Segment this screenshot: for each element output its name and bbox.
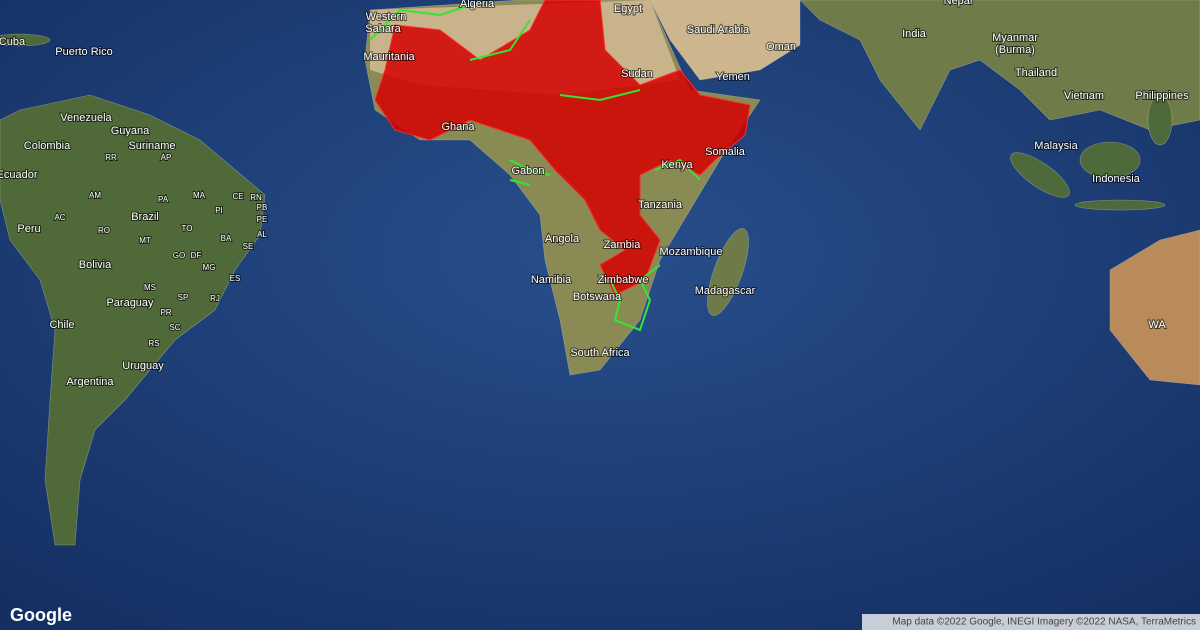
place-label: PE: [257, 215, 268, 224]
place-label: Malaysia: [1034, 140, 1078, 152]
place-label: Mozambique: [660, 246, 723, 258]
place-label: MA: [193, 191, 206, 200]
place-label: Indonesia: [1092, 173, 1141, 185]
place-label: Myanmar: [992, 32, 1038, 44]
google-logo: Google: [10, 605, 72, 625]
highlight-region: [374, 0, 751, 296]
route-lines: [369, 4, 701, 332]
place-label: BA: [221, 234, 232, 243]
place-label: Zambia: [604, 239, 642, 251]
place-label: PB: [257, 203, 268, 212]
place-label: Cuba: [0, 36, 26, 48]
place-label: Tanzania: [638, 199, 683, 211]
place-label: RS: [148, 339, 159, 348]
place-label: PA: [158, 195, 169, 204]
place-label: Ecuador: [0, 169, 38, 181]
place-label: WA: [1148, 319, 1166, 331]
place-label: Zimbabwe: [598, 274, 649, 286]
place-label: GO: [173, 251, 185, 260]
place-label: AC: [54, 213, 65, 222]
place-label: SE: [243, 242, 254, 251]
place-label: PI: [215, 206, 223, 215]
place-label: AL: [257, 230, 267, 239]
place-label: Oman: [766, 41, 796, 53]
place-label: Uruguay: [122, 360, 164, 372]
place-label: Argentina: [66, 376, 114, 388]
place-label: Colombia: [24, 140, 71, 152]
place-label: Somalia: [705, 146, 746, 158]
place-label: MS: [144, 283, 156, 292]
place-label: Saudi Arabia: [687, 24, 750, 36]
place-label: Thailand: [1015, 67, 1057, 79]
place-label: RR: [105, 153, 117, 162]
place-label: Botswana: [573, 291, 622, 303]
place-label: ES: [230, 274, 241, 283]
place-label: MT: [139, 236, 151, 245]
place-label: Chile: [49, 319, 74, 331]
place-label: SP: [178, 293, 189, 302]
place-label: Sudan: [621, 68, 653, 80]
place-label: Bolivia: [79, 259, 112, 271]
attribution-bg: [862, 614, 1200, 630]
place-label: Nepal: [944, 0, 973, 7]
place-label: Madagascar: [695, 285, 756, 297]
place-label: Philippines: [1135, 90, 1189, 102]
place-label: PR: [160, 308, 171, 317]
place-label: (Burma): [995, 44, 1035, 56]
place-label: RN: [250, 193, 262, 202]
place-label: Brazil: [131, 211, 159, 223]
place-label: India: [902, 28, 927, 40]
place-label: SC: [169, 323, 180, 332]
place-label: Paraguay: [106, 297, 154, 309]
place-labels: Algeria Egypt Nepal Saudi Arabia Oman Sudan Ye…: [0, 0, 1190, 389]
place-label: Vietnam: [1064, 90, 1104, 102]
place-label: Kenya: [661, 159, 693, 171]
place-label: Yemen: [716, 71, 750, 83]
place-label: RO: [98, 226, 110, 235]
place-label: Algeria: [460, 0, 495, 10]
place-label: Western: [366, 11, 407, 23]
place-label: Guyana: [111, 125, 150, 137]
place-label: RJ: [210, 294, 220, 303]
place-label: South Africa: [570, 347, 630, 359]
place-label: Egypt: [614, 3, 642, 15]
place-label: Namibia: [531, 274, 572, 286]
place-label: Ghana: [441, 121, 475, 133]
place-label: TO: [182, 224, 193, 233]
place-label: Mauritania: [363, 51, 415, 63]
place-label: Puerto Rico: [55, 46, 112, 58]
place-label: Suriname: [128, 140, 175, 152]
place-label: Angola: [545, 233, 580, 245]
place-label: MG: [203, 263, 216, 272]
attribution: Map data ©2022 Google, INEGI Imagery ©20…: [892, 617, 1196, 628]
place-label: Sahara: [365, 23, 401, 35]
place-label: AM: [89, 191, 101, 200]
place-label: CE: [232, 192, 243, 201]
place-label: Peru: [17, 223, 40, 235]
place-label: Gabon: [511, 165, 544, 177]
place-label: DF: [191, 251, 202, 260]
place-label: Venezuela: [60, 112, 112, 124]
place-label: AP: [161, 153, 172, 162]
